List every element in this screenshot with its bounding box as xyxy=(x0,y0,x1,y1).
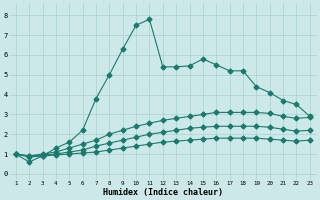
X-axis label: Humidex (Indice chaleur): Humidex (Indice chaleur) xyxy=(103,188,223,197)
